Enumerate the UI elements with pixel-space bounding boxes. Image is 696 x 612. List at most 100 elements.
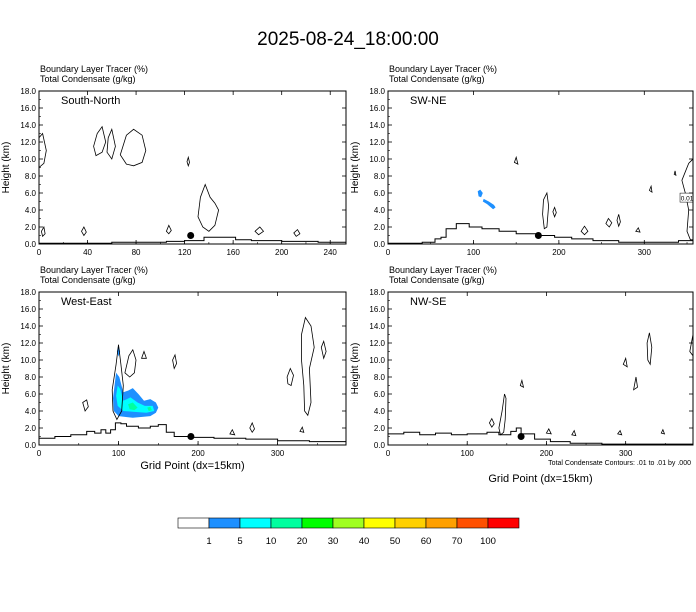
- y-tick-label: 14.0: [20, 121, 36, 130]
- condensate-contour: [93, 125, 107, 157]
- panel-west-east: Boundary Layer Tracer (%)Total Condensat…: [1, 265, 347, 472]
- colorbar-label: 30: [328, 536, 339, 547]
- y-tick-label: 2.0: [25, 223, 37, 232]
- y-tick-label: 4.0: [25, 206, 37, 215]
- condensate-contour: [286, 367, 294, 387]
- y-axis-label: Height (km): [350, 142, 361, 194]
- condensate-contour: [40, 225, 46, 238]
- condensate-contour: [124, 348, 137, 378]
- y-tick-label: 10.0: [369, 155, 385, 164]
- y-axis-label: Height (km): [350, 343, 361, 395]
- plot-frame: [38, 291, 347, 446]
- x-tick-label: 40: [83, 248, 92, 257]
- y-tick-label: 10.0: [369, 356, 385, 365]
- condensate-contour: [301, 316, 315, 417]
- y-tick-label: 4.0: [374, 206, 386, 215]
- y-tick-label: 0.0: [374, 441, 386, 450]
- location-marker: [187, 433, 195, 440]
- condensate-contour: [673, 170, 677, 176]
- condensate-contour: [81, 226, 87, 237]
- colorbar-label: 1: [206, 536, 211, 547]
- x-tick-label: 300: [619, 449, 633, 458]
- terrain-line: [388, 427, 693, 445]
- x-tick-label: 200: [540, 449, 554, 458]
- condensate-contour: [249, 421, 255, 434]
- y-tick-label: 8.0: [25, 172, 37, 181]
- condensate-contour: [622, 356, 628, 368]
- y-tick-label: 18.0: [20, 87, 36, 96]
- x-tick-label: 100: [112, 449, 126, 458]
- condensate-contour: [633, 376, 638, 391]
- panel-header-line: Boundary Layer Tracer (%): [389, 265, 497, 275]
- x-tick-label: 160: [226, 248, 240, 257]
- panel-label: West-East: [61, 296, 112, 308]
- condensate-contour: [580, 225, 589, 236]
- y-tick-label: 0.0: [25, 441, 37, 450]
- x-tick-label: 200: [552, 248, 566, 257]
- condensate-contour: [542, 191, 550, 230]
- condensate-contour: [513, 155, 519, 165]
- condensate-contour: [186, 155, 190, 168]
- condensate-contour: [141, 350, 147, 359]
- location-marker: [187, 232, 195, 239]
- y-tick-label: 12.0: [20, 339, 36, 348]
- colorbar-label: 10: [266, 536, 277, 547]
- condensate-contour: [646, 332, 653, 366]
- y-tick-label: 8.0: [374, 172, 386, 181]
- condensate-contour: [488, 417, 495, 428]
- y-tick-label: 4.0: [374, 407, 386, 416]
- panel-header-line: Boundary Layer Tracer (%): [389, 64, 497, 74]
- condensate-contour: [616, 214, 621, 228]
- colorbar-swatch: [332, 517, 365, 529]
- y-tick-label: 4.0: [25, 407, 37, 416]
- y-axis-label: Height (km): [1, 343, 12, 395]
- y-tick-label: 2.0: [374, 424, 386, 433]
- colorbar-swatch: [177, 517, 210, 529]
- x-tick-label: 0: [386, 248, 391, 257]
- colorbar-swatch: [394, 517, 427, 529]
- colorbar-label: 40: [359, 536, 370, 547]
- condensate-contour: [172, 353, 178, 370]
- colorbar-swatch: [239, 517, 272, 529]
- panel-label: NW-SE: [410, 296, 446, 308]
- y-tick-label: 18.0: [369, 87, 385, 96]
- panel-header-line: Total Condensate (g/kg): [389, 74, 485, 84]
- x-tick-label: 300: [638, 248, 652, 257]
- y-tick-label: 12.0: [369, 339, 385, 348]
- colorbar-swatch: [487, 517, 520, 529]
- y-tick-label: 6.0: [374, 189, 386, 198]
- y-tick-label: 10.0: [20, 356, 36, 365]
- panel-header-line: Total Condensate (g/kg): [389, 275, 485, 285]
- plot-frame: [38, 90, 347, 245]
- condensate-contour: [111, 344, 124, 421]
- colorbar-swatch: [456, 517, 489, 529]
- colorbar: 1 5 10 20 30 40 50 60 70 100: [177, 517, 520, 547]
- x-tick-label: 200: [275, 248, 289, 257]
- condensate-contour: [299, 426, 305, 433]
- panel-header-line: Boundary Layer Tracer (%): [40, 265, 148, 275]
- colorbar-swatch: [363, 517, 396, 529]
- tracer-fill-region: [477, 189, 483, 198]
- condensate-contour: [648, 184, 653, 194]
- condensate-contour: [660, 428, 666, 435]
- condensate-contour: [82, 399, 89, 412]
- y-tick-label: 6.0: [374, 390, 386, 399]
- terrain-line: [39, 422, 346, 443]
- condensate-contour: [498, 393, 507, 436]
- y-tick-label: 8.0: [25, 373, 37, 382]
- condensate-contour: [119, 128, 147, 167]
- panel-label: SW-NE: [410, 95, 446, 107]
- condensate-contour: [254, 226, 265, 236]
- terrain-line: [388, 223, 693, 244]
- x-tick-label: 0: [37, 248, 42, 257]
- y-tick-label: 8.0: [374, 373, 386, 382]
- y-tick-label: 6.0: [25, 390, 37, 399]
- y-tick-label: 6.0: [25, 189, 37, 198]
- y-tick-label: 0.0: [374, 240, 386, 249]
- x-tick-label: 80: [132, 248, 141, 257]
- colorbar-label: 20: [297, 536, 308, 547]
- panel-nw-se: Boundary Layer Tracer (%)Total Condensat…: [350, 265, 694, 485]
- condensate-contour: [519, 378, 525, 388]
- condensate-contour: [293, 228, 301, 237]
- location-marker: [517, 433, 525, 440]
